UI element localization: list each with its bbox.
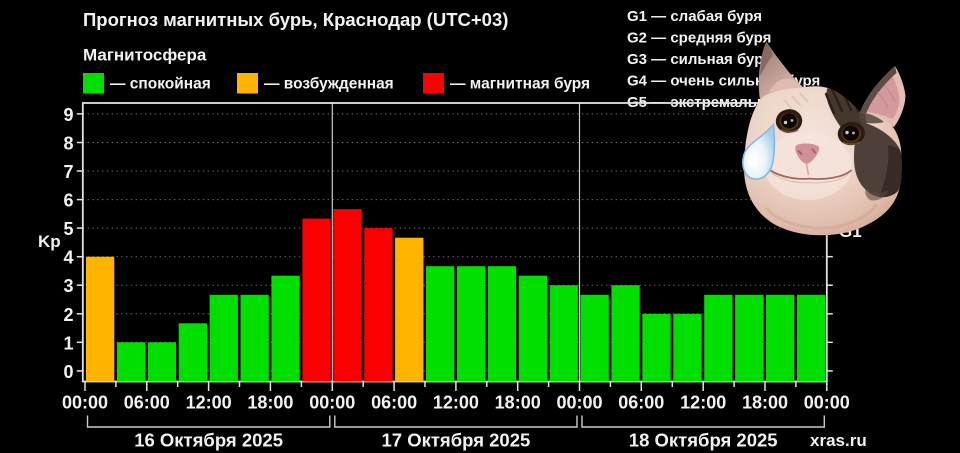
- svg-text:06:00: 06:00: [124, 393, 170, 413]
- svg-text:06:00: 06:00: [371, 393, 417, 413]
- svg-text:— спокойная: — спокойная: [110, 76, 211, 93]
- svg-text:00:00: 00:00: [309, 393, 355, 413]
- svg-text:18 Октября 2025: 18 Октября 2025: [629, 430, 778, 451]
- svg-text:00:00: 00:00: [804, 393, 850, 413]
- svg-text:17 Октября 2025: 17 Октября 2025: [382, 430, 531, 451]
- svg-text:Магнитосфера: Магнитосфера: [83, 46, 207, 65]
- svg-text:2: 2: [63, 305, 73, 325]
- svg-text:4: 4: [63, 248, 73, 268]
- svg-text:06:00: 06:00: [618, 393, 664, 413]
- svg-text:G3 — сильная буря: G3 — сильная буря: [627, 51, 772, 68]
- svg-text:12:00: 12:00: [433, 393, 479, 413]
- svg-text:— магнитная буря: — магнитная буря: [450, 76, 590, 93]
- svg-text:1: 1: [63, 333, 73, 353]
- svg-text:— возбужденная: — возбужденная: [264, 76, 394, 93]
- svg-text:00:00: 00:00: [62, 393, 108, 413]
- svg-text:3: 3: [63, 276, 73, 296]
- svg-text:12:00: 12:00: [186, 393, 232, 413]
- svg-text:12:00: 12:00: [680, 393, 726, 413]
- svg-text:7: 7: [63, 162, 73, 182]
- svg-text:00:00: 00:00: [556, 393, 602, 413]
- svg-text:18:00: 18:00: [495, 393, 541, 413]
- svg-text:Kp: Kp: [38, 232, 61, 251]
- svg-text:18:00: 18:00: [742, 393, 788, 413]
- svg-text:Прогноз магнитных бурь, Красно: Прогноз магнитных бурь, Краснодар (UTC+0…: [83, 9, 508, 30]
- svg-text:G2 — средняя буря: G2 — средняя буря: [627, 30, 771, 47]
- svg-text:5: 5: [63, 219, 73, 239]
- svg-text:0: 0: [63, 362, 73, 382]
- svg-text:18:00: 18:00: [247, 393, 293, 413]
- svg-text:16 Октября 2025: 16 Октября 2025: [134, 430, 283, 451]
- svg-text:8: 8: [63, 134, 73, 154]
- svg-text:G1 — слабая буря: G1 — слабая буря: [627, 8, 762, 25]
- svg-text:xras.ru: xras.ru: [810, 431, 867, 450]
- svg-text:6: 6: [63, 191, 73, 211]
- svg-text:9: 9: [63, 105, 73, 125]
